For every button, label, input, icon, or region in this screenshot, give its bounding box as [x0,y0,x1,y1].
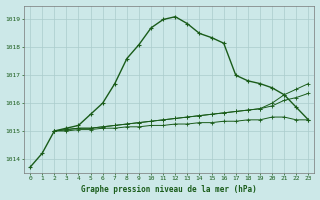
X-axis label: Graphe pression niveau de la mer (hPa): Graphe pression niveau de la mer (hPa) [81,185,257,194]
